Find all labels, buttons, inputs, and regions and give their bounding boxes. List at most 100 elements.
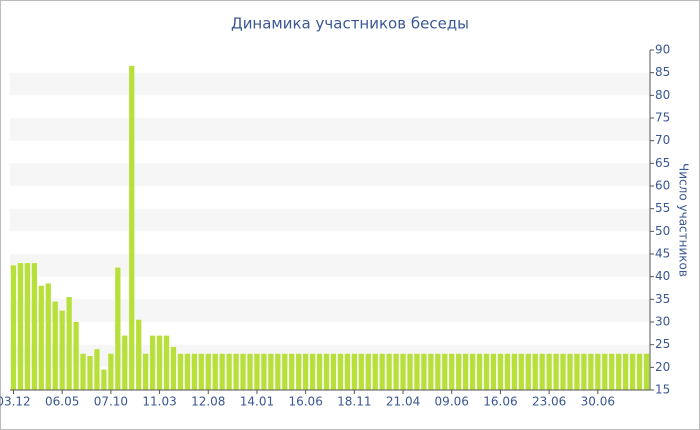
bar [316,353,323,390]
grid-band [10,344,650,368]
bar [282,353,288,390]
grid-band [10,163,650,186]
x-tick-label: 12.08 [191,395,225,409]
y-tick-label: 85 [655,65,670,79]
y-tick-label: 50 [655,224,670,238]
bar [10,265,17,390]
bar [143,353,149,390]
bar [233,353,239,390]
bar [309,353,316,390]
x-tick-label: 30.06 [581,395,615,409]
bar [469,353,476,390]
bar [323,353,330,390]
bar [156,335,163,390]
bar [59,310,65,390]
bar [636,353,643,390]
x-tick-label: 03.12 [0,395,31,409]
bar [254,353,260,390]
bar [205,353,211,390]
bar [379,353,385,390]
bar [616,353,622,390]
y-tick-label: 15 [655,383,670,397]
x-tick-label: 18.11 [337,395,371,409]
bar [198,353,204,390]
bar [101,369,107,390]
y-tick-label: 60 [655,179,670,193]
x-tick-label: 16.06 [288,395,322,409]
bar [219,353,225,390]
bar [449,353,455,390]
bar [532,353,538,390]
bar [588,353,594,390]
bar [38,285,44,390]
bar [602,353,608,390]
bar [129,65,135,390]
bar [539,353,545,390]
bar [595,353,601,390]
bar [567,353,573,390]
bar [330,353,337,390]
bar [435,353,441,390]
bar [240,353,246,390]
bar [483,353,490,390]
y-tick-label: 70 [655,133,670,147]
y-tick-label: 35 [655,292,670,306]
y-tick-label: 65 [655,156,670,170]
bar [45,283,51,390]
bar [184,353,191,390]
bar [623,353,629,390]
bar [344,353,351,390]
bar [428,353,434,390]
x-tick-label: 11.03 [142,395,176,409]
y-axis-title: Число участников [677,163,691,277]
bar [52,301,58,390]
bar [66,297,72,390]
bar [456,353,462,390]
bar [414,353,420,390]
x-tick-label: 23.06 [532,395,566,409]
bar [629,353,636,390]
x-tick-label: 14.01 [240,395,274,409]
bar [560,353,566,390]
bar [497,353,504,390]
bar [525,353,531,390]
bar [122,335,128,390]
x-tick-label: 21.04 [386,395,420,409]
bar [136,319,142,390]
bar [226,353,232,390]
bar [24,263,31,390]
bar [80,353,86,390]
grid-band [10,72,650,96]
bar [504,353,511,390]
x-tick-label: 16.06 [483,395,517,409]
bar [31,263,37,390]
bar [115,267,121,390]
bar [170,346,177,390]
bar [574,353,580,390]
bar [275,353,281,390]
bar [546,353,552,390]
x-tick-label: 09.06 [435,395,469,409]
bar [268,353,274,390]
bar [87,356,93,390]
y-tick-label: 75 [655,111,670,125]
bar [191,353,197,390]
grid-band [10,208,650,232]
bar [351,353,357,390]
grid-band [10,118,650,141]
y-tick-label: 25 [655,337,670,351]
y-tick-label: 20 [655,360,670,374]
bar [386,353,392,390]
bar [511,353,517,390]
y-tick-label: 55 [655,201,670,215]
bar [609,353,615,390]
bar [358,353,364,390]
bar [553,353,559,390]
bar [212,353,218,390]
bar [303,353,309,390]
bar [643,353,650,390]
bar [163,335,170,390]
y-tick-label: 30 [655,315,670,329]
bar [400,353,406,390]
